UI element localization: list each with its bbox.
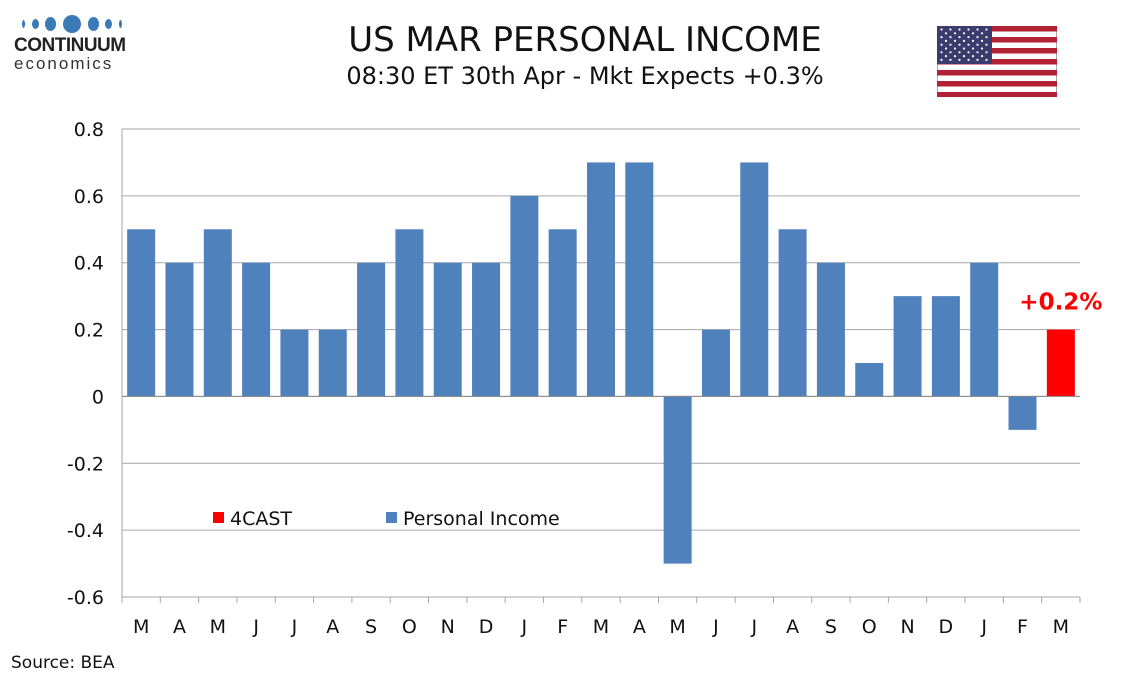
bar-personal-income <box>242 262 271 397</box>
bar-personal-income <box>1008 396 1037 430</box>
logo-dots-icon <box>22 14 122 34</box>
bar-personal-income <box>663 396 692 564</box>
bar-personal-income <box>510 195 539 397</box>
logo-sub: economics <box>14 54 114 73</box>
bar-personal-income <box>127 229 156 397</box>
bar-4cast <box>1046 329 1075 397</box>
x-tick-label: A <box>173 616 186 638</box>
source-note: Source: BEA <box>11 653 115 673</box>
x-tick-label: J <box>980 616 987 638</box>
x-tick-label: A <box>633 616 646 638</box>
x-tick-label: O <box>402 616 417 638</box>
legend-label-4cast: 4CAST <box>230 508 292 530</box>
x-tick-label: M <box>1053 616 1069 638</box>
x-tick-label: S <box>365 616 377 638</box>
x-tick-label: N <box>441 616 455 638</box>
y-tick-label: 0.2 <box>74 320 104 342</box>
logo-brand: CONTINUUM <box>14 35 126 56</box>
x-tick-label: D <box>939 616 954 638</box>
y-tick-label: -0.4 <box>67 520 104 542</box>
x-tick-label: M <box>210 616 226 638</box>
bar-personal-income <box>548 229 577 397</box>
bar-personal-income <box>357 262 386 397</box>
bar-personal-income <box>395 229 424 397</box>
chart-title: US MAR PERSONAL INCOME <box>348 20 822 60</box>
legend: 4CAST Personal Income <box>213 508 560 530</box>
x-tick-label: F <box>557 616 568 638</box>
x-tick-label: N <box>900 616 914 638</box>
continuum-economics-logo: CONTINUUM economics <box>14 14 134 74</box>
x-tick-label: S <box>825 616 837 638</box>
bar-personal-income <box>165 262 194 397</box>
forecast-annotation: +0.2% <box>1019 290 1102 316</box>
y-tick-label: -0.2 <box>67 453 104 475</box>
x-tick-label: J <box>750 616 757 638</box>
bar-personal-income <box>433 262 462 397</box>
x-tick-label: O <box>862 616 877 638</box>
bar-personal-income <box>855 363 884 397</box>
x-tick-label: M <box>133 616 149 638</box>
x-tick-label: F <box>1017 616 1028 638</box>
x-tick-label: A <box>326 616 339 638</box>
us-flag-icon <box>937 26 1057 97</box>
x-tick-label: D <box>479 616 494 638</box>
bar-personal-income <box>970 262 999 397</box>
bar-personal-income <box>816 262 845 397</box>
bar-personal-income <box>318 329 347 397</box>
bar-personal-income <box>701 329 730 397</box>
bar-personal-income <box>740 162 769 397</box>
chart-subtitle: 08:30 ET 30th Apr - Mkt Expects +0.3% <box>346 62 824 90</box>
legend-swatch-4cast <box>213 512 224 523</box>
x-tick-label: J <box>521 616 528 638</box>
y-tick-label: -0.6 <box>67 587 104 609</box>
y-tick-label: 0.8 <box>74 119 104 141</box>
bar-personal-income <box>778 229 807 397</box>
bar-personal-income <box>587 162 615 397</box>
legend-label-personal-income: Personal Income <box>403 508 560 530</box>
y-tick-label: 0.4 <box>74 253 104 275</box>
y-tick-label: 0.6 <box>74 186 104 208</box>
legend-swatch-personal-income <box>386 512 397 523</box>
bar-personal-income <box>472 262 501 397</box>
bar-personal-income <box>893 296 922 397</box>
x-tick-label: J <box>252 616 259 638</box>
bar-personal-income <box>203 229 232 397</box>
x-tick-label: M <box>669 616 685 638</box>
bar-personal-income <box>931 296 960 397</box>
x-tick-label: J <box>712 616 719 638</box>
x-tick-label: J <box>291 616 298 638</box>
y-tick-label: 0 <box>92 386 104 408</box>
bar-personal-income <box>280 329 309 397</box>
x-tick-label: A <box>786 616 799 638</box>
bar-personal-income <box>625 162 654 397</box>
x-tick-label: M <box>593 616 609 638</box>
